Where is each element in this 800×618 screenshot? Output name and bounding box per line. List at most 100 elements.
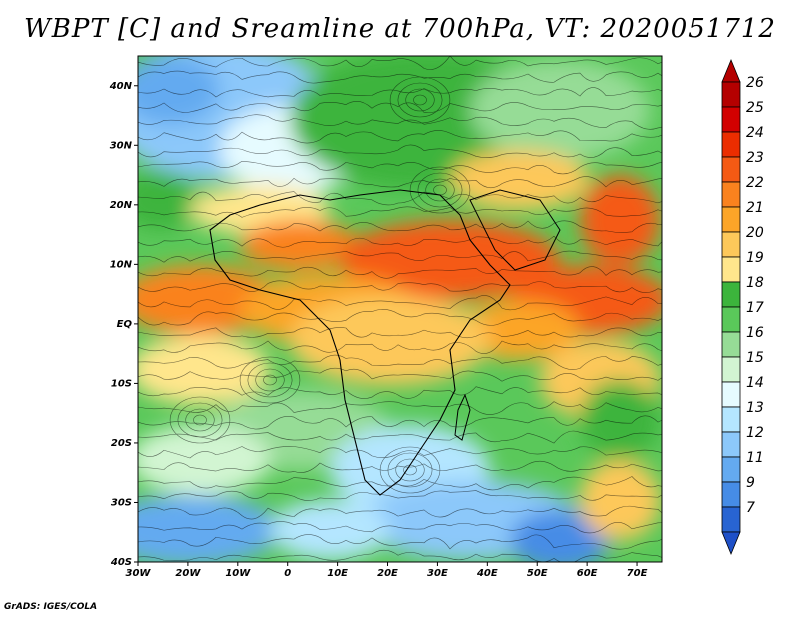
- lon-tick-label: 30E: [427, 568, 448, 579]
- lat-tick-label: 40N: [109, 81, 133, 92]
- streamline: [138, 235, 662, 248]
- colorbar: 26 25 24 23 22 21 20 19 18 17 16 15 14 13 12 11 9 7: [721, 58, 764, 556]
- colorbar-label: 18: [746, 275, 764, 291]
- colorbar-label: 7: [746, 500, 755, 516]
- colorbar-label: 20: [746, 225, 764, 241]
- vortex-ring: [417, 172, 463, 208]
- colorbar-label: 26: [746, 75, 764, 91]
- streamline: [138, 176, 662, 189]
- lat-tick-label: 30S: [111, 497, 132, 508]
- streamline: [138, 415, 662, 430]
- colorbar-label: 16: [746, 325, 764, 341]
- colorbar-label: 21: [746, 200, 764, 216]
- streamline: [138, 87, 662, 98]
- colorbar-swatch: [721, 231, 741, 258]
- streamlines: [138, 56, 662, 562]
- colorbar-swatch: [721, 381, 741, 408]
- colorbar-swatch: [721, 256, 741, 283]
- colorbar-label: 11: [746, 450, 764, 466]
- streamline: [138, 309, 662, 326]
- streamline: [138, 266, 662, 279]
- vortex-ring: [413, 94, 427, 106]
- colorbar-label: 19: [746, 250, 764, 266]
- streamline: [138, 446, 662, 459]
- lon-tick-label: 50E: [527, 568, 548, 579]
- streamline: [138, 367, 662, 382]
- streamline: [138, 549, 662, 562]
- colorbar-swatch: [721, 481, 741, 508]
- colorbar-swatch: [721, 431, 741, 458]
- coastline: [209, 189, 511, 496]
- streamline: [138, 144, 662, 158]
- streamline: [138, 191, 662, 206]
- streamline: [138, 220, 662, 233]
- vortex-ring: [177, 402, 223, 438]
- lon-tick-label: 40E: [476, 568, 498, 579]
- lon-tick-label: 0: [284, 568, 291, 579]
- plot-frame: [137, 55, 663, 563]
- colorbar-swatch: [721, 306, 741, 333]
- vortex-ring: [387, 452, 433, 488]
- vortex-ring: [193, 414, 207, 426]
- vortex-ring: [263, 374, 277, 386]
- colorbar-swatch: [721, 406, 741, 433]
- streamline: [138, 476, 662, 491]
- arabia-coast: [469, 189, 561, 271]
- lon-tick-label: 60E: [577, 568, 598, 579]
- streamline: [138, 430, 662, 444]
- streamline: [138, 505, 662, 520]
- lon-axis: 30W 20W 10W 0 10E 20E 30E 40E 50E 60E 70E: [126, 562, 648, 579]
- vortex-ring: [397, 82, 443, 118]
- colorbar-label: 23: [746, 150, 764, 166]
- streamline: [138, 354, 662, 370]
- vortex-ring: [395, 458, 425, 482]
- vortex-ring: [405, 88, 435, 112]
- colorbar-swatch: [721, 106, 741, 133]
- lat-tick-label: 40S: [110, 557, 132, 568]
- map-title: WBPT [C] and Sreamline at 700hPa, VT: 20…: [24, 14, 776, 44]
- streamline: [138, 327, 662, 339]
- vortex-ring: [379, 446, 441, 494]
- colorbar-swatch: [721, 456, 741, 483]
- vortex-ring: [169, 396, 231, 444]
- lon-tick-label: 20W: [175, 568, 201, 579]
- streamline: [138, 56, 662, 70]
- streamline: [138, 386, 662, 399]
- colorbar-label: 22: [746, 175, 764, 191]
- colorbar-label: 17: [746, 300, 764, 316]
- vortex-ring: [389, 76, 451, 124]
- streamline: [138, 206, 662, 218]
- streamline: [138, 280, 662, 293]
- streamline: [138, 340, 662, 354]
- colorbar-label: 15: [746, 350, 764, 366]
- colorbar-label: 9: [746, 475, 755, 491]
- colorbar-label: 14: [746, 375, 764, 391]
- colorbar-swatch: [721, 206, 741, 233]
- colorbar-label: 13: [746, 400, 764, 416]
- vortex-ring: [247, 362, 293, 398]
- lat-tick-label: 30N: [110, 140, 133, 151]
- vortex-ring: [239, 356, 301, 404]
- colorbar-swatch: [721, 356, 741, 383]
- vortex-ring: [425, 178, 455, 202]
- streamline: [138, 460, 662, 473]
- colorbar-swatch: [721, 131, 741, 158]
- lat-tick-label: EQ: [117, 319, 133, 330]
- lon-tick-label: 10E: [327, 568, 348, 579]
- lon-tick-label: 70E: [627, 568, 648, 579]
- streamline: [138, 534, 662, 550]
- madagascar: [454, 393, 471, 441]
- colorbar-label: 12: [746, 425, 764, 441]
- vortex-ring: [255, 368, 285, 392]
- lat-tick-label: 10N: [110, 259, 133, 270]
- streamline: [138, 295, 662, 311]
- colorbar-swatch: [721, 281, 741, 308]
- streamline: [138, 130, 662, 144]
- colorbar-swatch: [721, 506, 741, 533]
- lon-tick-label: 10W: [225, 568, 251, 579]
- streamline: [138, 101, 662, 114]
- streamline: [138, 160, 662, 175]
- lon-tick-label: 20E: [377, 568, 398, 579]
- lat-axis: 40N 30N 20N 10N EQ 10S 20S 30S 40S: [109, 81, 138, 568]
